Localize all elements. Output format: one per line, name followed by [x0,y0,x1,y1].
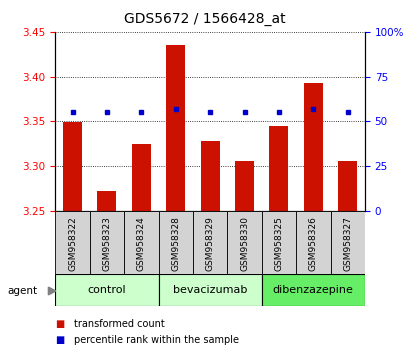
Bar [55,211,90,274]
Text: GSM958330: GSM958330 [239,216,248,272]
Bar [200,141,219,211]
Bar [132,144,151,211]
Bar [166,45,185,211]
Text: GSM958322: GSM958322 [68,216,77,271]
Bar [261,211,295,274]
Bar [261,274,364,306]
Text: GDS5672 / 1566428_at: GDS5672 / 1566428_at [124,12,285,27]
Bar [63,122,82,211]
Text: GSM958325: GSM958325 [274,216,283,271]
Text: bevacizumab: bevacizumab [173,285,247,295]
Text: dibenzazepine: dibenzazepine [272,285,353,295]
Bar [158,211,193,274]
Bar [337,161,356,211]
Text: ■: ■ [55,319,65,329]
Bar [124,211,158,274]
Bar [227,211,261,274]
Text: GSM958329: GSM958329 [205,216,214,271]
Bar [55,274,158,306]
Bar [193,211,227,274]
Bar [330,211,364,274]
Text: GSM958327: GSM958327 [342,216,351,271]
Text: control: control [88,285,126,295]
Text: percentile rank within the sample: percentile rank within the sample [74,335,238,345]
Bar [269,126,288,211]
Text: GSM958324: GSM958324 [137,216,146,271]
Bar [234,161,253,211]
Text: transformed count: transformed count [74,319,164,329]
Bar [295,211,330,274]
Text: GSM958328: GSM958328 [171,216,180,271]
Text: GSM958326: GSM958326 [308,216,317,271]
Bar [158,274,261,306]
Text: agent: agent [7,286,37,296]
Bar [303,83,322,211]
Text: GSM958323: GSM958323 [102,216,111,271]
Bar [97,191,116,211]
Text: ■: ■ [55,335,65,345]
Bar [90,211,124,274]
